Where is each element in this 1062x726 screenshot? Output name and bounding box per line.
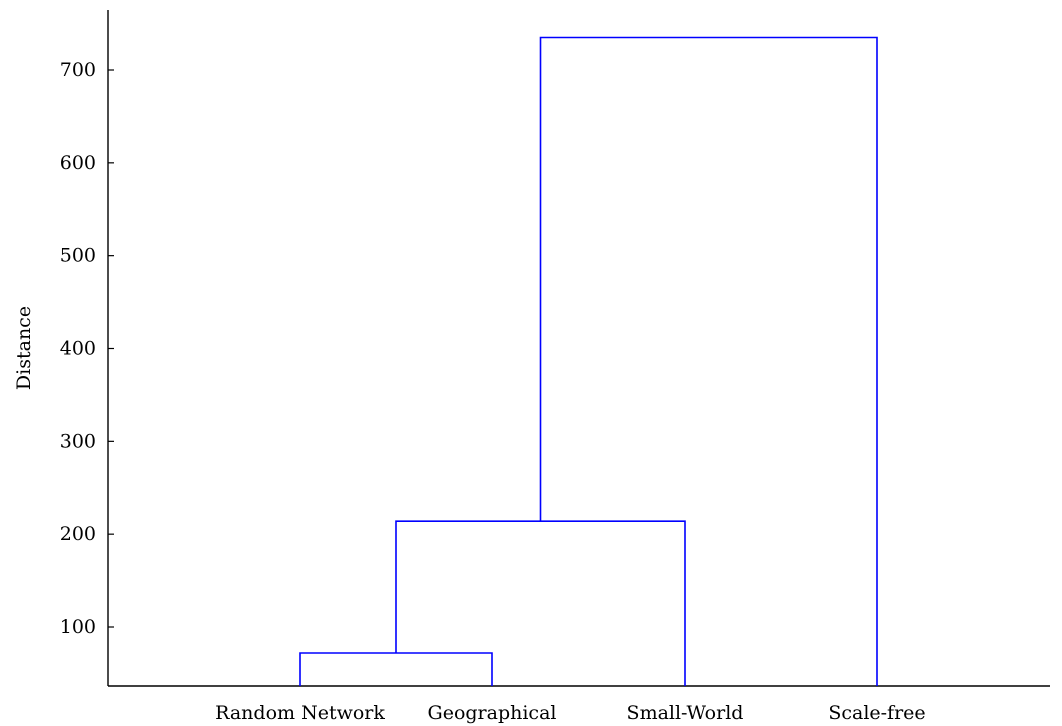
y-tick-label: 700 [60,59,96,81]
leaf-label: Random Network [215,702,385,724]
leaf-label: Scale-free [828,702,925,724]
leaf-label: Geographical [428,702,557,724]
y-ticks: 100 200 300 400 500 600 700 [60,59,114,638]
leaf-label: Small-World [627,702,744,724]
y-tick-label: 200 [60,523,96,545]
y-tick-label: 300 [60,430,96,452]
axes [107,10,1050,687]
x-tick-labels: Random Network Geographical Small-World Sca… [215,702,926,724]
dendrogram-link-2 [395,520,686,686]
y-axis-title: Distance [13,306,35,390]
y-tick-label: 500 [60,245,96,267]
dendrogram-links [299,36,878,686]
y-tick-label: 600 [60,152,96,174]
dendrogram-link-1 [299,652,493,686]
dendrogram-link-3 [539,36,878,686]
y-tick-label: 400 [60,338,96,360]
y-tick-label: 100 [60,616,96,638]
